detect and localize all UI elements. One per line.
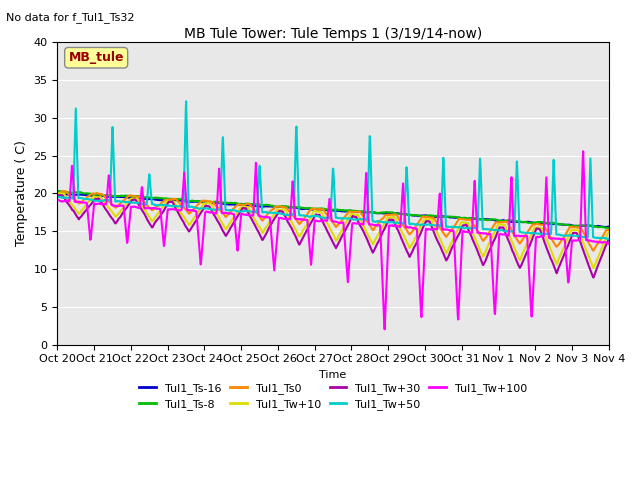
X-axis label: Time: Time — [319, 370, 347, 380]
Text: No data for f_Tul1_Ts32: No data for f_Tul1_Ts32 — [6, 12, 135, 23]
Legend: Tul1_Ts-16, Tul1_Ts-8, Tul1_Ts0, Tul1_Tw+10, Tul1_Tw+30, Tul1_Tw+50, Tul1_Tw+100: Tul1_Ts-16, Tul1_Ts-8, Tul1_Ts0, Tul1_Tw… — [134, 378, 532, 415]
Text: MB_tule: MB_tule — [68, 51, 124, 64]
Title: MB Tule Tower: Tule Temps 1 (3/19/14-now): MB Tule Tower: Tule Temps 1 (3/19/14-now… — [184, 27, 482, 41]
Y-axis label: Temperature ( C): Temperature ( C) — [15, 141, 28, 246]
